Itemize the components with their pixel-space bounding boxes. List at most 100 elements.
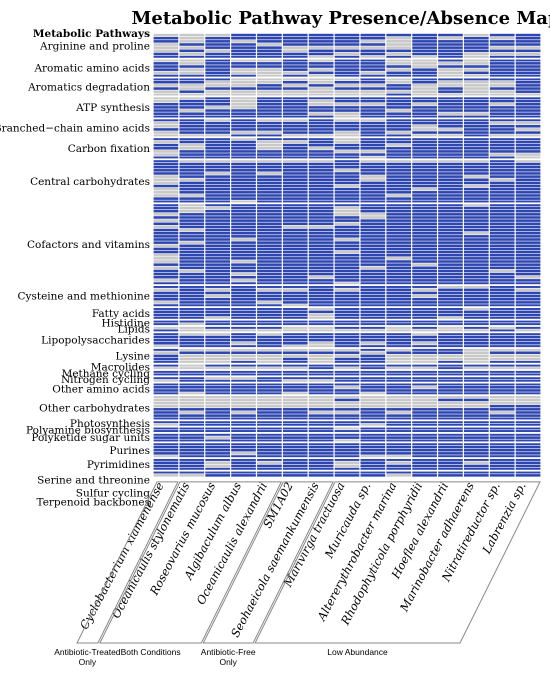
heatmap-cell [386,150,412,153]
heatmap-cell [334,354,360,358]
heatmap-cell [282,93,308,97]
heatmap-cell [489,172,515,175]
heatmap-cell [386,448,412,452]
heatmap-cell [282,282,308,285]
heatmap-cell [179,439,205,443]
heatmap-cell [360,417,386,421]
heatmap-cell [360,128,386,131]
heatmap-cell [464,357,489,361]
heatmap-cell [205,442,230,446]
heatmap-cell [360,320,386,323]
heatmap-cell [386,175,412,178]
heatmap-cell [231,102,256,106]
heatmap-cell [489,228,515,232]
heatmap-cell [282,33,308,37]
heatmap-cell [334,206,360,210]
heatmap-cell [282,470,308,474]
heatmap-cell [386,288,412,292]
heatmap-cell [257,150,282,153]
heatmap-cell [489,301,515,304]
heatmap-cell [412,68,437,71]
row-group-separator [153,425,541,428]
heatmap-cell [386,172,412,175]
heatmap-cell [308,74,334,78]
heatmap-cell [308,320,334,323]
heatmap-cell [334,433,360,436]
heatmap-cell [153,52,179,56]
heatmap-cell [360,200,386,204]
heatmap-cell [205,225,230,229]
heatmap-cell [179,288,205,292]
heatmap-cell [489,263,515,266]
heatmap-cell [308,260,334,263]
heatmap-cell [205,297,230,301]
heatmap-cell [205,62,230,65]
heatmap-cell [205,461,230,465]
heatmap-cell [205,244,230,248]
heatmap-cell [386,348,412,351]
heatmap-cell [179,452,205,455]
heatmap-cell [386,297,412,301]
row-group-separator [153,325,541,327]
heatmap-cell [308,43,334,46]
heatmap-cell [179,128,205,131]
heatmap-cell [308,316,334,320]
heatmap-cell [334,392,360,395]
heatmap-cell [412,357,437,361]
heatmap-cell [257,165,282,169]
heatmap-cell [308,275,334,279]
heatmap-cell [179,414,205,417]
heatmap-cell [412,40,437,43]
heatmap-cell [438,288,463,292]
heatmap-cell [412,275,437,279]
heatmap-cell [334,351,360,354]
row-group-label: Other amino acids [52,383,150,395]
heatmap-cell [438,386,463,389]
heatmap-cell [334,329,360,332]
heatmap-cell [179,301,205,304]
heatmap-cell [438,420,463,424]
heatmap-cell [489,370,515,373]
heatmap-cell [360,316,386,320]
heatmap-cell [257,382,282,386]
row-group-separator [153,136,541,139]
heatmap-cell [334,74,360,78]
heatmap-cell [515,332,541,336]
heatmap-cell [386,310,412,314]
heatmap-cell [205,216,230,219]
heatmap-cell [205,301,230,304]
heatmap-cell [489,197,515,200]
heatmap-cell [438,332,463,336]
heatmap-cell [308,436,334,439]
heatmap-cell [515,238,541,241]
heatmap-cell [360,470,386,474]
heatmap-cell [153,93,179,97]
heatmap-cell [386,436,412,439]
heatmap-cell [515,357,541,361]
heatmap-cell [257,417,282,421]
heatmap-cell [515,147,541,150]
heatmap-cell [282,455,308,458]
heatmap-cell [412,216,437,219]
heatmap-cell [438,313,463,317]
heatmap-cell [438,118,463,122]
heatmap-cell [205,379,230,383]
heatmap-cell [438,354,463,358]
heatmap-cell [386,316,412,320]
heatmap-cell [412,379,437,383]
heatmap-cell [386,87,412,90]
heatmap-cell [412,187,437,191]
heatmap-cell [205,474,230,477]
heatmap-cell [464,115,489,119]
heatmap-cell [412,442,437,446]
heatmap-cell [489,320,515,323]
heatmap-cell [257,87,282,90]
heatmap-cell [308,156,334,159]
heatmap-cell [412,203,437,207]
heatmap-cell [464,464,489,468]
heatmap-cell [360,342,386,345]
heatmap-cell [386,423,412,427]
heatmap-cell [308,376,334,380]
heatmap-cell [205,43,230,46]
heatmap-cell [308,414,334,417]
